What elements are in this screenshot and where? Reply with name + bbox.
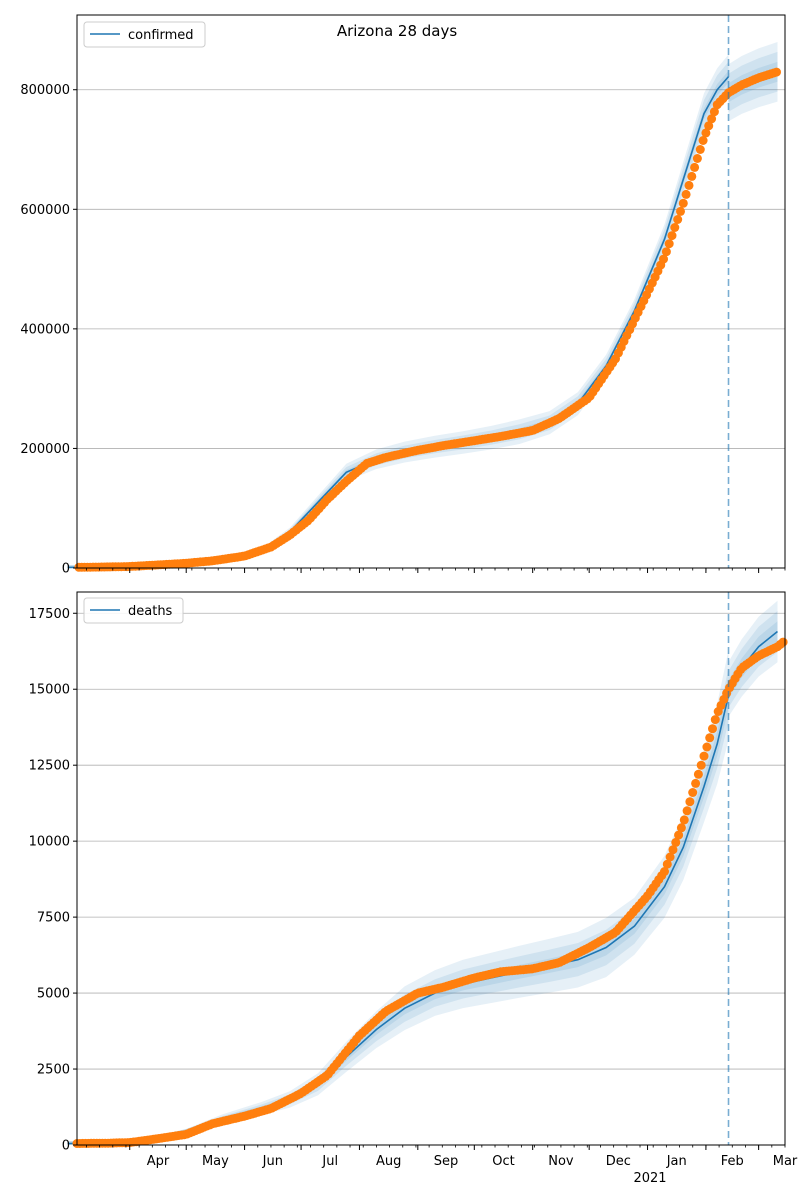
observed-point-224 [707, 114, 717, 124]
observed-point-224 [705, 733, 715, 743]
observed-point-213 [674, 830, 684, 840]
observed-point-211 [668, 845, 678, 855]
x-tick-label-3: Jul [321, 1154, 338, 1169]
deaths-gridlines [77, 612, 785, 1070]
y-tick-label-2: 5000 [37, 987, 70, 1002]
observed-point-210 [667, 231, 677, 241]
observed-point-208 [660, 867, 669, 876]
observed-point-217 [685, 797, 695, 807]
deaths-legend: deaths [83, 597, 184, 624]
observed-point-214 [678, 198, 688, 208]
deaths-panel: 0 2500 5000 7500 10000 12500 15000 17500 Apr May… [29, 591, 798, 1186]
observed-point-250 [778, 637, 788, 647]
observed-point-225 [708, 724, 717, 734]
observed-point-218 [688, 788, 698, 797]
y-tick-label-0: 0 [62, 562, 70, 577]
observed-point-215 [681, 189, 691, 199]
y-tick-label-1: 2500 [37, 1063, 70, 1078]
observed-point-208 [661, 247, 671, 257]
observed-point-222 [699, 751, 709, 761]
observed-point-219 [692, 154, 702, 163]
observed-point-216 [682, 806, 692, 816]
observed-point-222 [701, 128, 711, 138]
observed-point-225 [709, 107, 719, 117]
observed-point-221 [698, 136, 708, 145]
observed-point-210 [665, 852, 675, 862]
observed-point-207 [659, 254, 668, 264]
deaths-y-ticks: 0 2500 5000 7500 10000 12500 15000 17500 [29, 607, 77, 1154]
x-tick-label-9: Jan [666, 1154, 687, 1169]
observed-point-212 [671, 837, 681, 847]
y-tick-label-5: 12500 [29, 759, 70, 774]
y-tick-label-1: 200000 [20, 442, 70, 457]
x-tick-label-6: Oct [492, 1154, 514, 1169]
x-tick-label-0: Apr [147, 1154, 170, 1169]
observed-point-220 [695, 145, 705, 154]
y-tick-label-3: 600000 [20, 203, 70, 218]
confirmed-axes [76, 14, 786, 569]
confirmed-legend: confirmed [83, 21, 206, 48]
chart-title: Arizona 28 days [337, 22, 458, 40]
axes-frame [76, 591, 786, 1146]
observed-point-223 [702, 742, 712, 752]
observed-point-216 [684, 180, 694, 190]
observed-point-247 [772, 67, 781, 77]
observed-point-219 [691, 778, 701, 788]
observed-point-218 [690, 162, 700, 172]
observed-point-209 [664, 239, 674, 249]
y-tick-label-6: 15000 [29, 683, 70, 698]
observed-point-220 [693, 769, 703, 779]
x-tick-label-5: Sep [434, 1154, 459, 1169]
x-tick-label-8: Dec [606, 1154, 631, 1169]
confirmed-x-ticks [86, 568, 786, 573]
y-tick-label-0: 0 [62, 1139, 70, 1154]
x-year-label: 2021 [633, 1171, 666, 1186]
deaths-legend-label: deaths [128, 604, 173, 619]
y-tick-label-4: 10000 [29, 835, 70, 850]
x-tick-label-4: Aug [376, 1154, 401, 1169]
observed-point-221 [696, 760, 706, 770]
deaths-observed-points [72, 637, 788, 1148]
confirmed-y-ticks: 0 200000 400000 600000 800000 [20, 83, 77, 577]
uncertainty-band-0 [67, 42, 778, 568]
deaths-axes [76, 591, 786, 1146]
observed-point-214 [676, 823, 686, 833]
confirmed-observed-points [74, 67, 781, 572]
y-tick-label-7: 17500 [29, 607, 70, 622]
x-tick-label-11: Mar [773, 1154, 798, 1169]
confirmed-legend-box [83, 21, 206, 48]
y-tick-label-3: 7500 [37, 911, 70, 926]
y-tick-label-2: 400000 [20, 322, 70, 337]
x-tick-label-2: Jun [262, 1154, 283, 1169]
uncertainty-band-2 [67, 61, 778, 569]
deaths-x-ticks: Apr May Jun Jul Aug Sep Oct Nov Dec Jan Feb Mar [86, 1145, 798, 1169]
observed-point-223 [704, 121, 714, 131]
observed-point-217 [687, 171, 697, 181]
observed-point-226 [710, 715, 720, 725]
x-tick-label-1: May [202, 1154, 229, 1169]
observed-point-215 [679, 815, 689, 825]
confirmed-gridlines [77, 89, 785, 449]
observed-point-211 [670, 223, 680, 232]
observed-point-213 [676, 206, 685, 216]
confirmed-legend-label: confirmed [128, 28, 194, 43]
axes-frame [76, 14, 786, 569]
x-tick-label-7: Nov [548, 1154, 574, 1169]
observed-point-209 [662, 859, 672, 869]
observed-point-212 [673, 215, 683, 224]
x-tick-label-10: Feb [721, 1154, 744, 1169]
y-tick-label-4: 800000 [20, 83, 70, 98]
confirmed-panel: 0 200000 400000 600000 800000 Arizona 28 day… [20, 14, 786, 577]
deaths-legend-box [83, 597, 184, 624]
